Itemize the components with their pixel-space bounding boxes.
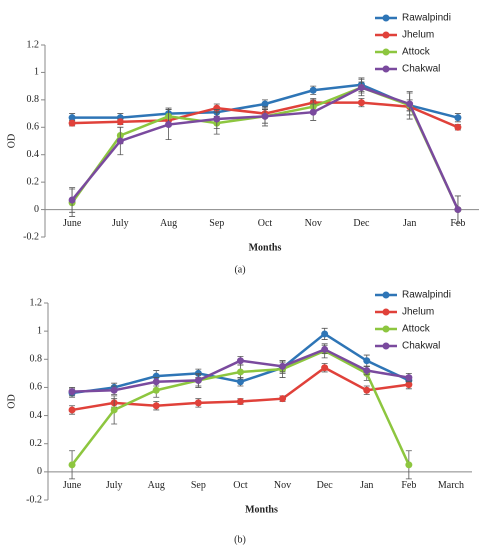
x-tick-label: Sep [209, 218, 224, 229]
data-point [405, 381, 413, 389]
data-point [110, 386, 118, 394]
data-point [194, 376, 202, 384]
legend-marker [382, 65, 390, 73]
x-tick-label: Sep [191, 480, 206, 491]
y-tick-label: 0.8 [27, 94, 40, 105]
data-point [454, 206, 462, 214]
data-point [116, 118, 124, 126]
data-point [165, 121, 173, 129]
data-point [194, 399, 202, 407]
x-tick-label: Jan [360, 480, 373, 491]
x-tick-label: July [106, 480, 123, 491]
data-point [454, 114, 462, 122]
data-point [68, 114, 76, 122]
y-axis-label: OD [6, 394, 17, 408]
x-tick-label: Oct [233, 480, 248, 491]
legend-label: Jhelum [402, 307, 434, 318]
y-tick-label: 1 [34, 67, 39, 78]
y-tick-label: 1 [37, 325, 42, 336]
x-tick-label: Dec [353, 218, 370, 229]
y-tick-label: 0.6 [27, 122, 40, 133]
data-point [261, 112, 269, 120]
caption: (b) [234, 534, 246, 545]
legend-marker [382, 342, 390, 350]
legend-label: Attock [402, 47, 431, 58]
legend-marker [382, 48, 390, 56]
data-point [213, 115, 221, 123]
data-point [236, 368, 244, 376]
legend-marker [382, 325, 390, 333]
y-tick-label: 0.6 [30, 382, 43, 393]
data-point [152, 378, 160, 386]
y-tick-label: 1.2 [27, 39, 40, 50]
y-tick-label: 0.4 [27, 149, 40, 160]
data-point [357, 99, 365, 107]
data-point [68, 196, 76, 204]
data-point [454, 123, 462, 131]
y-tick-label: 0 [37, 466, 42, 477]
data-point [405, 374, 413, 382]
data-point [152, 386, 160, 394]
data-point [236, 357, 244, 365]
legend-label: Chakwal [402, 341, 440, 352]
legend-label: Attock [402, 324, 431, 335]
y-tick-label: 0.8 [30, 354, 43, 365]
data-point [68, 406, 76, 414]
data-point [363, 357, 371, 365]
data-point [152, 402, 160, 410]
y-tick-label: -0.2 [23, 231, 39, 242]
data-point [363, 367, 371, 375]
data-point [321, 345, 329, 353]
legend-label: Rawalpindi [402, 13, 451, 24]
data-point [68, 388, 76, 396]
data-point [357, 84, 365, 92]
x-tick-label: Nov [274, 480, 291, 491]
x-tick-label: Dec [317, 480, 334, 491]
legend-label: Rawalpindi [402, 290, 451, 301]
data-point [363, 386, 371, 394]
legend-label: Jhelum [402, 30, 434, 41]
y-tick-label: 0.2 [27, 176, 40, 187]
data-point [110, 406, 118, 414]
caption: (a) [234, 264, 245, 275]
data-point [321, 364, 329, 372]
y-tick-label: 0 [34, 204, 39, 215]
data-point [406, 100, 414, 108]
legend-marker [382, 31, 390, 39]
x-axis-label: Months [249, 242, 282, 253]
x-tick-label: July [112, 218, 129, 229]
y-tick-label: 0.4 [30, 410, 43, 421]
x-tick-label: March [438, 480, 464, 491]
data-point [405, 461, 413, 469]
x-axis-label: Months [245, 504, 278, 515]
legend-marker [382, 291, 390, 299]
y-tick-label: -0.2 [26, 494, 42, 505]
data-point [261, 100, 269, 108]
data-point [279, 395, 287, 403]
legend-label: Chakwal [402, 64, 440, 75]
data-point [309, 86, 317, 94]
data-point [68, 119, 76, 127]
data-point [236, 398, 244, 405]
y-tick-label: 0.2 [30, 438, 43, 449]
x-tick-label: Aug [160, 218, 177, 229]
data-point [116, 137, 124, 145]
x-tick-label: June [63, 218, 82, 229]
y-axis-label: OD [6, 134, 17, 148]
x-tick-label: Jan [403, 218, 416, 229]
x-tick-label: Nov [305, 218, 322, 229]
legend-marker [382, 308, 390, 316]
x-tick-label: June [63, 480, 82, 491]
y-tick-label: 1.2 [30, 297, 43, 308]
data-point [236, 378, 244, 386]
x-tick-label: Feb [401, 480, 416, 491]
data-point [309, 108, 317, 116]
x-tick-label: Oct [258, 218, 273, 229]
data-point [279, 362, 287, 370]
data-point [68, 461, 76, 469]
data-point [321, 330, 329, 338]
legend-marker [382, 14, 390, 22]
x-tick-label: Aug [148, 480, 165, 491]
